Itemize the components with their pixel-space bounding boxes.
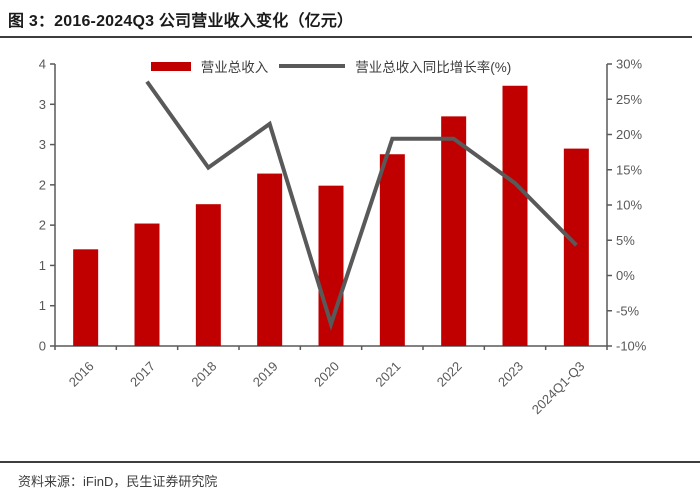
bar-2019 [257,173,283,346]
x-tick-label-2022: 2022 [434,359,465,390]
revenue-chart: 0 1 1 2 2 3 3 4 -10% -5% 0% 5% 10% 15% 20% 25% 30% 2016 20… [39,57,647,418]
right-axis-tick-label: -5% [616,303,640,318]
x-tick-label-2021: 2021 [372,359,403,390]
left-axis-tick-label: 2 [39,177,46,192]
x-tick-label-2024Q1-Q3: 2024Q1-Q3 [529,359,588,418]
legend-item-revenue: 营业总收入 [150,56,269,76]
right-axis-tick-label: 30% [616,57,642,72]
bar-2018 [195,204,221,346]
legend-item-growth: 营业总收入同比增长率(%) [279,56,511,76]
right-axis-tick-label: -10% [616,339,647,354]
x-tick-label-2019: 2019 [250,359,281,390]
growth-line [145,80,578,331]
left-axis-tick-label: 0 [39,339,46,354]
figure-title: 图 3：2016-2024Q3 公司营业收入变化（亿元） [0,0,692,38]
chart-legend: 营业总收入 营业总收入同比增长率(%) [55,56,607,76]
left-axis-tick-label: 4 [39,57,46,72]
bar-2024Q1-Q3 [563,148,589,346]
revenue-bar-swatch-icon [150,61,191,71]
x-tick-label-2023: 2023 [495,359,526,390]
left-axis-tick-label: 3 [39,97,46,112]
bar-2017 [134,223,160,346]
legend-label-growth: 营业总收入同比增长率(%) [355,60,512,75]
x-tick-label-2017: 2017 [127,359,158,390]
growth-line-swatch-icon [279,64,346,68]
bar-2023 [502,85,528,347]
source-note: 资料来源：iFinD，民生证券研究院 [0,461,700,490]
bar-2016 [73,249,99,346]
x-tick-label-2018: 2018 [188,359,219,390]
x-tick-label-2016: 2016 [66,359,97,390]
bar-2021 [379,154,405,346]
left-axis-tick-label: 2 [39,218,46,233]
left-axis-tick-label: 3 [39,137,46,152]
right-axis-tick-label: 5% [616,233,635,248]
bar-2022 [441,116,467,346]
legend-label-revenue: 营业总收入 [200,60,269,75]
left-axis-tick-label: 1 [39,298,46,313]
x-tick-label-2020: 2020 [311,359,342,390]
left-axis-tick-label: 1 [39,258,46,273]
right-axis-tick-label: 20% [616,127,642,142]
right-axis-tick-label: 25% [616,92,642,107]
right-axis-tick-label: 15% [616,162,642,177]
right-axis-tick-label: 0% [616,268,635,283]
right-axis-tick-label: 10% [616,198,642,213]
